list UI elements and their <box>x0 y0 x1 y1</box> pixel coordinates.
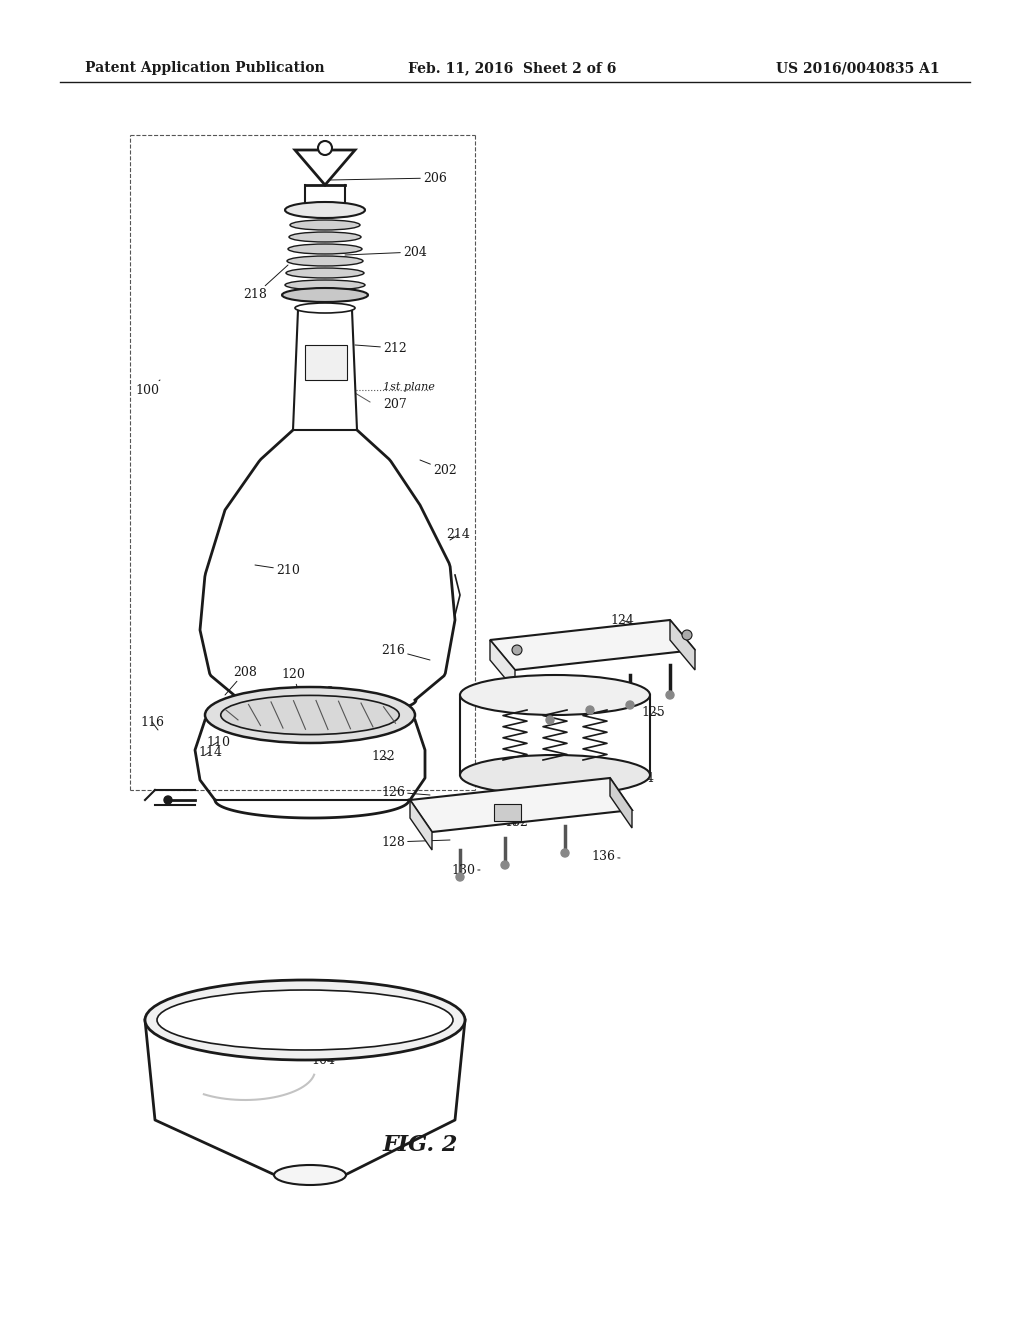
Ellipse shape <box>289 232 361 242</box>
Circle shape <box>561 849 569 857</box>
Polygon shape <box>610 777 632 828</box>
Ellipse shape <box>145 979 465 1060</box>
Polygon shape <box>490 620 695 671</box>
Circle shape <box>586 706 594 714</box>
Text: 114: 114 <box>198 746 222 759</box>
Circle shape <box>164 796 172 804</box>
Ellipse shape <box>460 755 650 795</box>
Ellipse shape <box>460 675 650 715</box>
Text: 128: 128 <box>381 836 450 849</box>
Text: 136: 136 <box>591 850 620 863</box>
Text: 130: 130 <box>451 863 480 876</box>
Text: 112: 112 <box>510 656 540 668</box>
Ellipse shape <box>288 244 362 253</box>
Circle shape <box>318 141 332 154</box>
Text: 204: 204 <box>345 246 427 259</box>
Polygon shape <box>293 310 357 430</box>
Ellipse shape <box>157 990 453 1049</box>
Circle shape <box>512 645 522 655</box>
Ellipse shape <box>285 202 365 218</box>
Polygon shape <box>295 150 355 185</box>
FancyBboxPatch shape <box>494 804 521 821</box>
Text: 118: 118 <box>310 686 334 700</box>
Text: FIG. 2: FIG. 2 <box>382 1134 458 1156</box>
Text: 100: 100 <box>135 380 160 396</box>
Ellipse shape <box>287 256 362 267</box>
Circle shape <box>682 630 692 640</box>
Polygon shape <box>410 800 432 850</box>
FancyBboxPatch shape <box>305 345 347 380</box>
Ellipse shape <box>282 288 368 302</box>
Circle shape <box>546 715 554 723</box>
Ellipse shape <box>274 1166 346 1185</box>
Text: 125: 125 <box>641 705 665 718</box>
Ellipse shape <box>285 280 365 290</box>
Polygon shape <box>490 640 515 690</box>
Text: Patent Application Publication: Patent Application Publication <box>85 61 325 75</box>
Text: 134: 134 <box>630 771 654 784</box>
Text: US 2016/0040835 A1: US 2016/0040835 A1 <box>776 61 940 75</box>
Text: 122: 122 <box>371 750 395 763</box>
Text: 1st plane: 1st plane <box>383 381 435 392</box>
Text: 132: 132 <box>504 816 528 829</box>
Text: 202: 202 <box>420 459 457 477</box>
Circle shape <box>626 701 634 709</box>
Circle shape <box>666 690 674 700</box>
Text: 120: 120 <box>281 668 305 696</box>
Text: 216: 216 <box>381 644 430 660</box>
Text: 212: 212 <box>355 342 407 355</box>
Ellipse shape <box>205 686 415 743</box>
Text: 104: 104 <box>311 1053 335 1067</box>
Text: 124: 124 <box>610 614 635 627</box>
Text: 102: 102 <box>323 711 347 725</box>
Text: 116: 116 <box>140 715 164 730</box>
Text: 218: 218 <box>243 265 288 301</box>
Ellipse shape <box>295 304 355 313</box>
Circle shape <box>501 861 509 869</box>
Ellipse shape <box>221 696 399 735</box>
Text: Feb. 11, 2016  Sheet 2 of 6: Feb. 11, 2016 Sheet 2 of 6 <box>408 61 616 75</box>
Text: 214: 214 <box>446 528 470 541</box>
Text: 208: 208 <box>225 665 257 696</box>
Ellipse shape <box>286 268 364 279</box>
Text: 206: 206 <box>330 172 446 185</box>
Circle shape <box>456 873 464 880</box>
Text: 110: 110 <box>206 735 230 748</box>
Text: 207: 207 <box>383 399 407 412</box>
Text: 210: 210 <box>255 564 300 577</box>
Ellipse shape <box>290 220 360 230</box>
Text: 126: 126 <box>381 785 430 799</box>
Polygon shape <box>410 777 632 832</box>
Polygon shape <box>670 620 695 671</box>
